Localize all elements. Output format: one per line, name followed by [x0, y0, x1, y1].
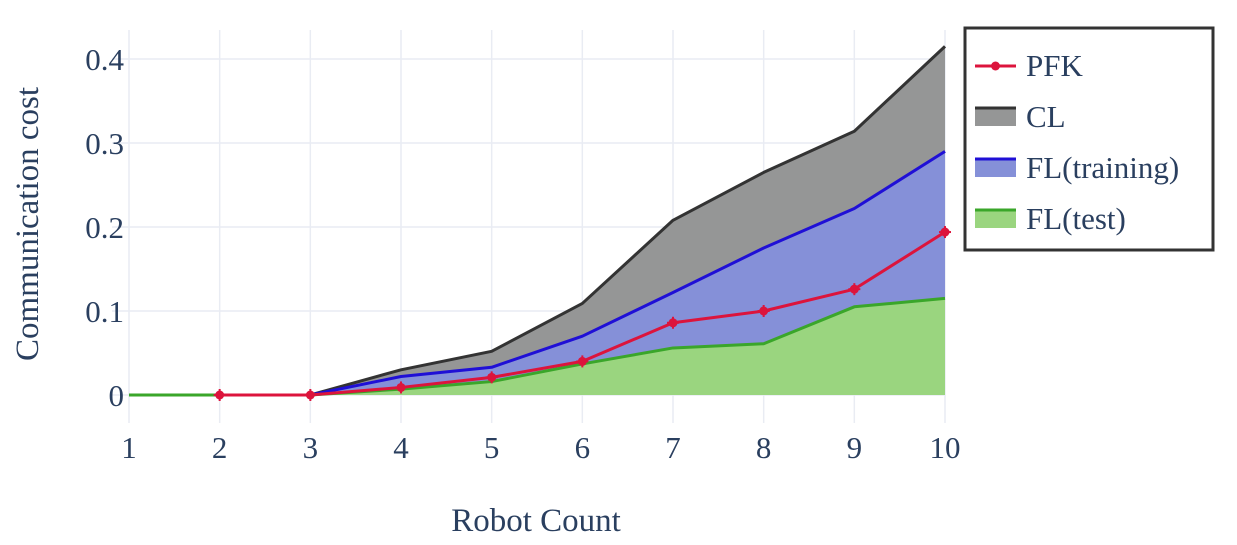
series-markers [213, 226, 951, 401]
area-fl-test- [129, 298, 945, 395]
legend-label: FL(training) [1026, 150, 1179, 185]
x-tick-label: 4 [393, 430, 409, 465]
pfk-point [395, 381, 407, 394]
series-areas [129, 46, 945, 396]
y-tick-label: 0.2 [85, 210, 124, 245]
legend-item-fl-training-: FL(training) [975, 150, 1179, 185]
pfk-point [757, 305, 770, 317]
pfk-point [304, 389, 317, 401]
y-axis-title: Communication cost [10, 87, 46, 361]
legend-label: CL [1026, 99, 1066, 134]
x-tick-label: 2 [212, 430, 228, 465]
pfk-point [667, 316, 679, 329]
x-tick-label: 9 [847, 430, 863, 465]
pfk-point [848, 283, 861, 296]
x-tick-label: 1 [121, 430, 137, 465]
legend-label: FL(test) [1026, 201, 1126, 236]
legend-item-cl: CL [975, 99, 1066, 134]
y-tick-label: 0.1 [85, 294, 124, 329]
y-tick-label: 0.3 [85, 126, 124, 161]
pfk-point [213, 389, 226, 401]
y-tick-label: 0.4 [85, 42, 124, 77]
x-tick-label: 5 [484, 430, 500, 465]
x-tick-label: 7 [665, 430, 681, 465]
legend: PFK CL FL(training) FL(test) [963, 26, 1215, 252]
legend-item-fl-test-: FL(test) [975, 201, 1126, 236]
x-tick-label: 8 [756, 430, 772, 465]
pfk-point [576, 355, 589, 368]
x-tick-labels: 1 2 3 4 5 6 7 8 9 10 [121, 430, 960, 465]
x-tick-label: 3 [303, 430, 319, 465]
pfk-point [485, 371, 498, 384]
pfk-point [939, 226, 951, 239]
x-tick-label: 10 [930, 430, 961, 465]
y-tick-labels: 0 0.1 0.2 0.3 0.4 [85, 42, 124, 413]
y-tick-label: 0 [109, 378, 125, 413]
legend-item-pfk: PFK [975, 48, 1083, 83]
x-axis-title: Robot Count [451, 503, 621, 539]
x-tick-label: 6 [575, 430, 591, 465]
legend-label: PFK [1026, 48, 1083, 83]
area-fl-training- [129, 151, 945, 395]
